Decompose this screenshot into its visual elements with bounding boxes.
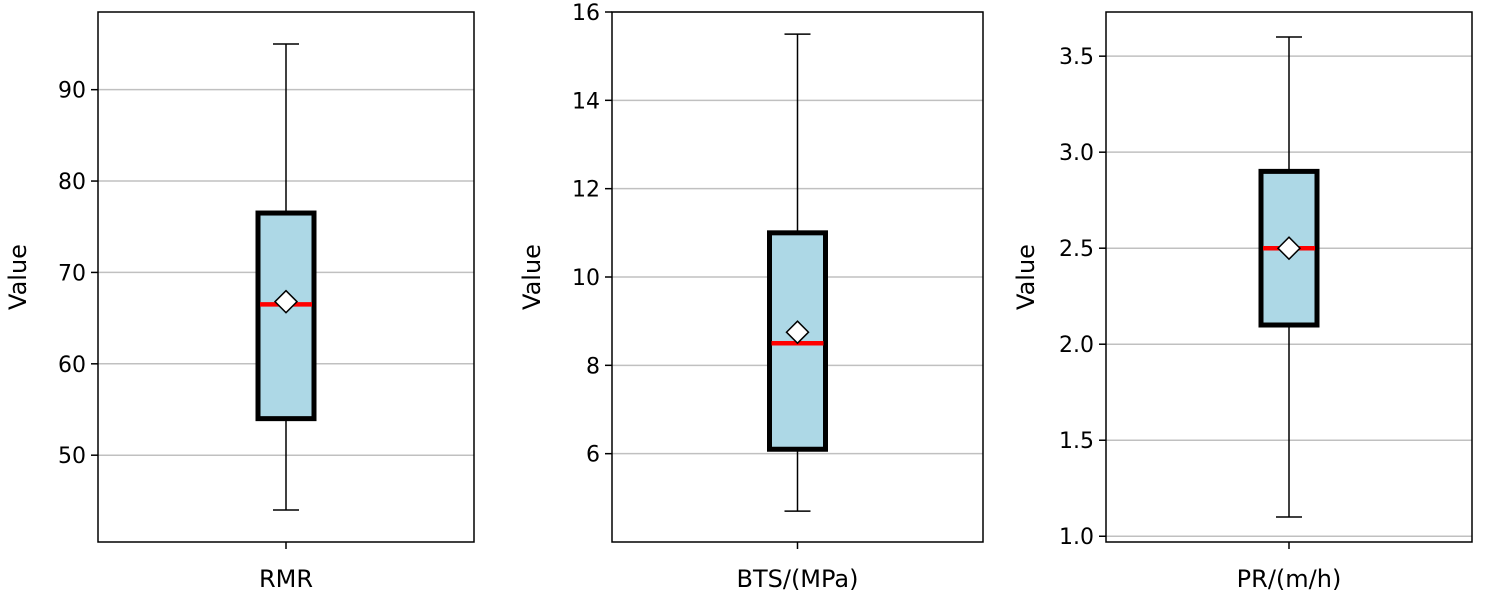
y-tick-label: 6 — [586, 443, 600, 468]
y-axis-label: Value — [1012, 244, 1040, 310]
y-tick-label: 16 — [572, 1, 600, 26]
y-tick-label: 3.5 — [1059, 45, 1094, 70]
x-axis-label: BTS/(MPa) — [737, 565, 859, 593]
y-tick-label: 50 — [58, 444, 86, 469]
y-tick-label: 1.0 — [1059, 525, 1094, 550]
y-tick-label: 8 — [586, 354, 600, 379]
mean-marker — [1276, 236, 1302, 261]
mean-marker — [785, 320, 810, 345]
x-axis-label: PR/(m/h) — [1237, 565, 1342, 593]
y-tick-label: 1.5 — [1059, 429, 1094, 454]
y-tick-label: 3.0 — [1059, 141, 1094, 166]
subplot-3: 1.0 1.5 2.0 2.5 3.0 3.5 PR/(m/h) Value — [1012, 11, 1473, 593]
x-axis-label: RMR — [259, 565, 313, 593]
subplot-1: 50 60 70 80 90 RMR Value — [4, 11, 475, 593]
y-tick-label: 80 — [58, 170, 86, 195]
y-tick-label: 90 — [58, 79, 86, 104]
y-axis-label: Value — [518, 244, 546, 310]
y-tick-label: 2.0 — [1059, 333, 1094, 358]
y-tick-label: 60 — [58, 353, 86, 378]
mean-marker — [273, 289, 299, 314]
iqr-box — [255, 210, 317, 422]
subplot-2: 6 8 10 12 14 16 BTS/(MPa) Value — [518, 1, 984, 593]
y-axis-label: Value — [4, 244, 32, 310]
y-tick-label: 70 — [58, 261, 86, 286]
y-tick-label: 12 — [572, 178, 600, 203]
y-tick-label: 10 — [572, 266, 600, 291]
y-tick-label: 14 — [572, 89, 600, 114]
y-tick-label: 2.5 — [1059, 237, 1094, 262]
